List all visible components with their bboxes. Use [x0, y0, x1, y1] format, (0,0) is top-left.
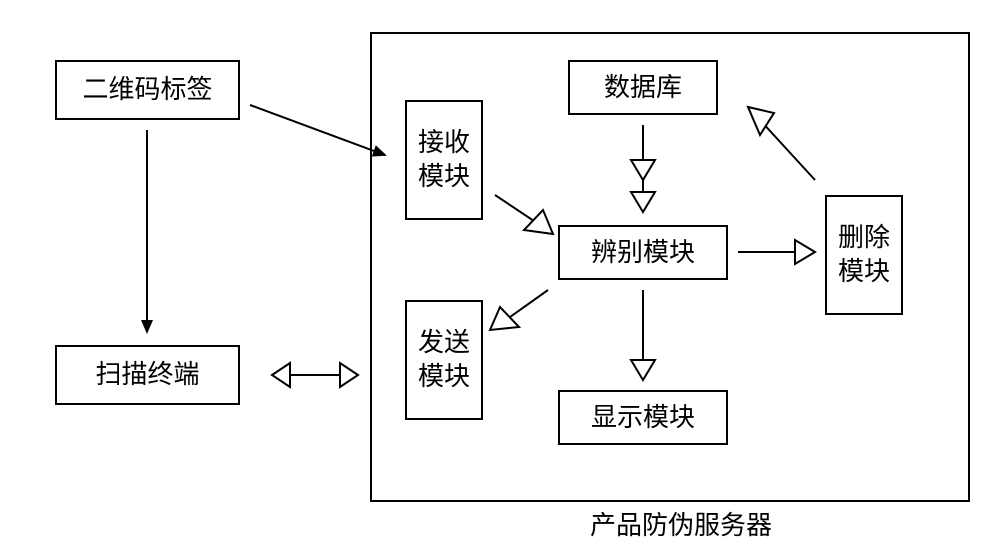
- node-delete-text: 删除 模块: [838, 221, 890, 289]
- node-qr-label: 二维码标签: [55, 60, 240, 120]
- server-label: 产品防伪服务器: [590, 505, 772, 542]
- node-qr-label-text: 二维码标签: [82, 73, 212, 107]
- edge-qr-to-server: [250, 105, 385, 155]
- node-display: 显示模块: [558, 390, 728, 445]
- node-scan-terminal-text: 扫描终端: [95, 358, 199, 392]
- node-identify: 辨别模块: [558, 225, 728, 280]
- node-receive: 接收 模块: [405, 100, 483, 220]
- edge-scan-server-double: [272, 363, 358, 387]
- node-receive-text: 接收 模块: [418, 126, 470, 194]
- node-delete: 删除 模块: [825, 195, 903, 315]
- node-display-text: 显示模块: [591, 401, 695, 435]
- node-scan-terminal: 扫描终端: [55, 345, 240, 405]
- node-identify-text: 辨别模块: [591, 236, 695, 270]
- node-database: 数据库: [568, 60, 718, 115]
- node-send: 发送 模块: [405, 300, 483, 420]
- node-send-text: 发送 模块: [418, 326, 470, 394]
- node-database-text: 数据库: [604, 71, 682, 105]
